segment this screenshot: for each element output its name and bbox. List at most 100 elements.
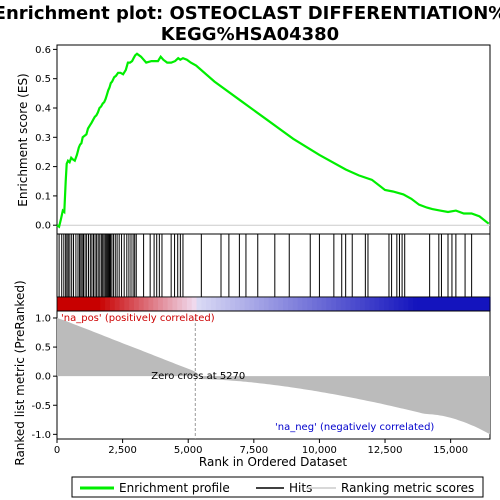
colorbar-segment [225, 297, 231, 311]
es-y-tick-label: 0.6 [35, 45, 51, 56]
colorbar-segment [162, 297, 169, 311]
ranking-metric-area [57, 318, 490, 435]
colorbar-segment [215, 297, 222, 311]
colorbar-segment [109, 297, 116, 311]
colorbar-segment [71, 297, 77, 311]
colorbar-segment [268, 297, 275, 311]
colorbar-segment [475, 297, 481, 311]
colorbar-segment [133, 297, 140, 311]
es-y-tick-label: 0.1 [35, 191, 51, 202]
colorbar-segment [244, 297, 251, 311]
es-y-tick-label: 0.4 [35, 104, 51, 115]
colorbar-segment [124, 297, 130, 311]
colorbar-segment [360, 297, 366, 311]
legend-enrichment-label: Enrichment profile [119, 481, 230, 495]
colorbar-segment [105, 297, 111, 311]
colorbar-segment [95, 297, 101, 311]
colorbar-segment [259, 297, 265, 311]
legend-frame [71, 476, 484, 498]
metric-y-axis-label: Ranked list metric (PreRanked) [13, 280, 27, 465]
colorbar-segment [114, 297, 121, 311]
colorbar-segment [461, 297, 467, 311]
negative-label: 'na_neg' (negatively correlated) [275, 422, 434, 433]
colorbar-segment [148, 297, 154, 311]
x-tick-label: 2,500 [108, 445, 137, 456]
es-panel: 0.0 0.1 0.2 0.3 0.4 0.5 0.6 [35, 44, 491, 235]
colorbar-segment [153, 297, 159, 311]
colorbar-segment [369, 297, 376, 311]
colorbar-segment [379, 297, 385, 311]
colorbar-segment [172, 297, 178, 311]
colorbar-segment [90, 297, 97, 311]
colorbar-segment [422, 297, 429, 311]
x-tick-label: 7,500 [239, 445, 268, 456]
colorbar-segment [340, 297, 347, 311]
colorbar-segment [254, 297, 260, 311]
colorbar-segment [249, 297, 255, 311]
colorbar-segment [263, 297, 270, 311]
colorbar-segment [384, 297, 390, 311]
colorbar-segment [427, 297, 433, 311]
colorbar-segment [287, 297, 294, 311]
colorbar-segment [446, 297, 453, 311]
x-tick-label: 12,500 [368, 445, 403, 456]
colorbar-segment [413, 297, 419, 311]
colorbar-segment [129, 297, 135, 311]
colorbar-segment [364, 297, 371, 311]
colorbar-segment [61, 297, 68, 311]
enrichment-profile-line [56, 52, 490, 229]
colorbar-segment [408, 297, 414, 311]
colorbar-segment [119, 297, 125, 311]
colorbar-segment [465, 297, 472, 311]
colorbar-segment [432, 297, 438, 311]
colorbar-segment [76, 297, 82, 311]
colorbar-segment [210, 297, 217, 311]
colorbar-segment [331, 297, 337, 311]
colorbar-segment [302, 297, 308, 311]
colorbar-segment [326, 297, 332, 311]
colorbar-segment [350, 297, 356, 311]
colorbar-segment [393, 297, 400, 311]
colorbar-segment [182, 297, 188, 311]
colorbar-segment [297, 297, 303, 311]
colorbar-segment [355, 297, 361, 311]
es-y-tick-label: 0.2 [35, 162, 51, 173]
colorbar-segment [403, 297, 409, 311]
colorbar-segment [456, 297, 462, 311]
metric-y-tick-label: -0.5 [31, 401, 51, 412]
zero-cross-label: Zero cross at 5270 [151, 371, 245, 382]
colorbar-segment [283, 297, 289, 311]
rank-colorbar [56, 296, 491, 312]
colorbar-segment [336, 297, 342, 311]
colorbar-segment [201, 297, 207, 311]
metric-y-tick-label: 0.5 [35, 343, 51, 354]
x-tick-label: 5,000 [174, 445, 203, 456]
chart-title-line1: Enrichment plot: OSTEOCLAST DIFFERENTIAT… [0, 3, 500, 24]
x-tick-label: 10,000 [302, 445, 337, 456]
colorbar-segment [177, 297, 183, 311]
colorbar-segment [235, 297, 241, 311]
colorbar-segment [158, 297, 164, 311]
colorbar-segment [480, 297, 486, 311]
colorbar-segment [470, 297, 477, 311]
colorbar-segment [143, 297, 150, 311]
es-y-tick-label: 0.5 [35, 74, 51, 85]
legend-hits-label: Hits [289, 481, 312, 495]
colorbar-segment [441, 297, 448, 311]
colorbar-segment [206, 297, 212, 311]
metric-y-tick-label: -1.0 [31, 430, 51, 441]
colorbar-segment [57, 297, 63, 311]
legend: Enrichment profile Hits Ranking metric s… [71, 476, 484, 498]
colorbar-segment [81, 297, 87, 311]
colorbar-segment [167, 297, 174, 311]
colorbar-segment [316, 297, 323, 311]
colorbar-segment [273, 297, 279, 311]
colorbar-segment [220, 297, 226, 311]
metric-panel: Zero cross at 5270 'na_pos' (positively … [31, 310, 491, 441]
colorbar-segment [374, 297, 380, 311]
x-tick-label: 15,000 [433, 445, 468, 456]
colorbar-segment [321, 297, 328, 311]
colorbar-segment [85, 297, 92, 311]
colorbar-segment [485, 297, 491, 311]
